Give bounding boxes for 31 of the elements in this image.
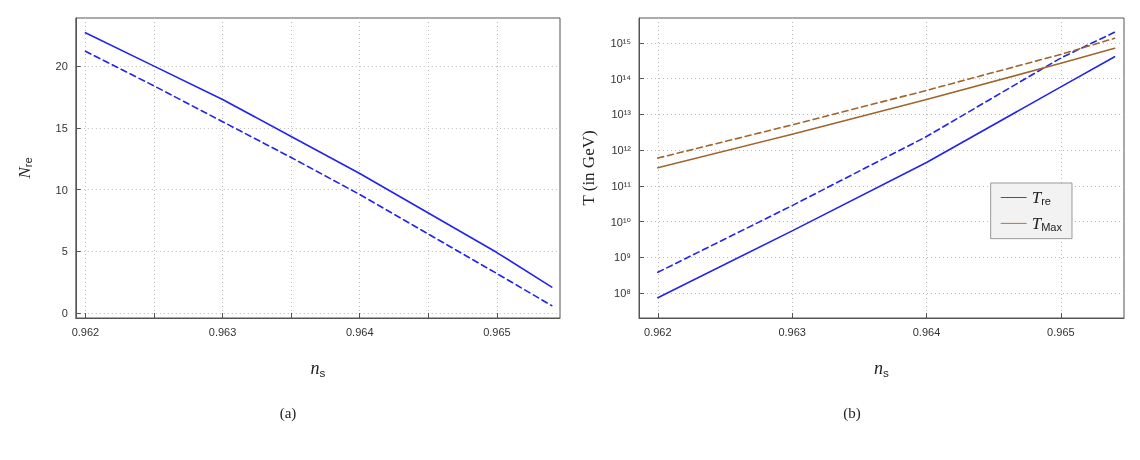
- y-tick-label: 0: [61, 307, 68, 320]
- line-series: [657, 47, 1116, 169]
- legend-label: TMax: [1031, 213, 1063, 234]
- y-tick-label: 10¹¹: [611, 179, 632, 192]
- x-tick-label: 0.965: [1047, 325, 1075, 338]
- text: (b): [843, 404, 861, 422]
- line-series: [657, 31, 1116, 274]
- x-tick-label: 0.963: [778, 325, 806, 338]
- text: (a): [279, 404, 297, 422]
- y-axis-title: T (in GeV): [579, 130, 598, 206]
- y-axis-title: Nre: [15, 157, 35, 180]
- y-tick-label: 10¹⁵: [610, 36, 631, 49]
- y-tick-label: 10¹⁰: [610, 215, 632, 228]
- x-tick-label: 0.963: [208, 325, 237, 338]
- y-tick-label: 10¹²: [611, 144, 632, 157]
- y-tick-label: 5: [61, 245, 68, 258]
- y-tick-label: 15: [55, 121, 68, 134]
- x-tick-label: 0.962: [644, 325, 672, 338]
- y-tick-label: 10¹⁴: [610, 72, 632, 85]
- y-tick-label: 10⁸: [614, 287, 631, 300]
- x-tick-label: 0.965: [483, 325, 511, 338]
- legend-label: Tre: [1031, 188, 1051, 208]
- y-tick-label: 10: [55, 183, 68, 196]
- line-series: [657, 56, 1116, 299]
- x-tick-label: 0.964: [345, 325, 374, 338]
- y-tick-label: 20: [55, 60, 68, 73]
- x-tick-label: 0.962: [71, 325, 100, 338]
- line-series: [657, 37, 1116, 159]
- y-tick-label: 10¹³: [611, 108, 632, 121]
- y-tick-label: 10⁹: [614, 251, 631, 264]
- x-tick-label: 0.964: [912, 325, 941, 338]
